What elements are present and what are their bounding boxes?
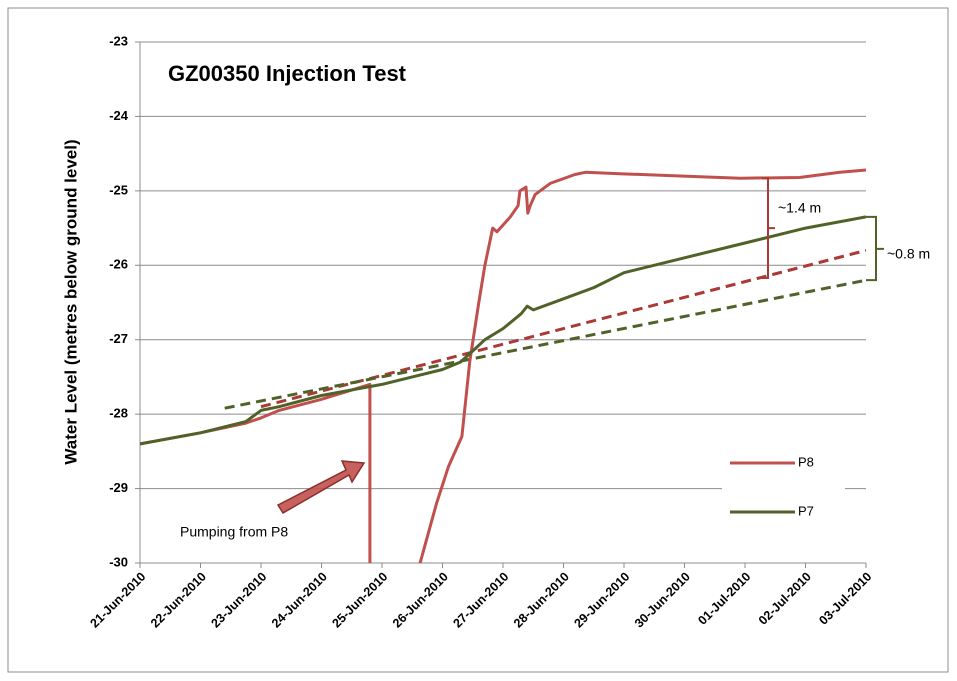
legend-box	[722, 440, 845, 530]
y-axis-label: Water Level (metres below ground level)	[61, 139, 80, 464]
y-tick-label: -29	[109, 480, 128, 495]
bracket	[866, 215, 884, 282]
y-tick-label: -26	[109, 257, 128, 272]
legend-label: P8	[798, 454, 814, 469]
annotation: ~1.4 m	[778, 200, 821, 216]
y-tick-label: -23	[109, 33, 128, 48]
y-tick-label: -25	[109, 182, 128, 197]
bracket	[762, 177, 775, 279]
series-line	[140, 215, 866, 446]
y-tick-label: -28	[109, 406, 128, 421]
chart-title: GZ00350 Injection Test	[168, 61, 407, 86]
plot-area	[140, 168, 866, 563]
annotation: Pumping from P8	[180, 524, 288, 540]
arrow	[276, 460, 366, 515]
trend-line	[260, 248, 866, 409]
trend-line	[224, 278, 866, 410]
legend-label: P7	[798, 503, 814, 518]
y-tick-label: -30	[109, 554, 128, 569]
annotation: ~0.8 m	[887, 246, 930, 262]
series-line	[140, 168, 866, 563]
y-tick-label: -24	[109, 108, 129, 123]
y-tick-label: -27	[109, 331, 128, 346]
